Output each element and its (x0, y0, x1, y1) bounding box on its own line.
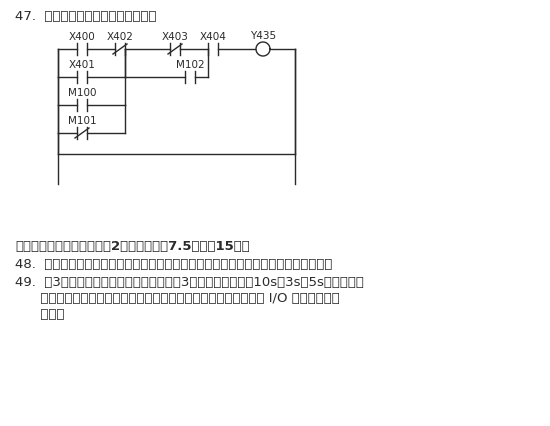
Text: 形图。: 形图。 (15, 307, 64, 320)
Text: X403: X403 (162, 32, 189, 42)
Text: 49.  有3个指示灯，要求按下启动按钮后，3个指示灯依次点亮10s，3s，5s，并不断循: 49. 有3个指示灯，要求按下启动按钮后，3个指示灯依次点亮10s，3s，5s，… (15, 275, 364, 288)
Text: 48.  设计一种三相异步电动机正一反一停主电路和控制电路，并具备短路、过载保护。: 48. 设计一种三相异步电动机正一反一停主电路和控制电路，并具备短路、过载保护。 (15, 257, 332, 271)
Text: 六、综合设计题：本大题共2小题，每小题7.5分，共15分。: 六、综合设计题：本大题共2小题，每小题7.5分，共15分。 (15, 239, 250, 253)
Text: X401: X401 (69, 60, 96, 70)
Text: Y435: Y435 (250, 31, 276, 41)
Text: 47.  写出下图所示梯形图的指令程序: 47. 写出下图所示梯形图的指令程序 (15, 10, 157, 23)
Text: M102: M102 (175, 60, 204, 70)
Text: X402: X402 (107, 32, 134, 42)
Text: M101: M101 (68, 116, 96, 126)
Text: X404: X404 (200, 32, 227, 42)
Text: M100: M100 (68, 88, 96, 98)
Text: X400: X400 (69, 32, 95, 42)
Text: 环，按下停止按钮，指示灯停止工作。试设计控制程序。试写出 I/O 分配并画出梯: 环，按下停止按钮，指示灯停止工作。试设计控制程序。试写出 I/O 分配并画出梯 (15, 291, 340, 304)
